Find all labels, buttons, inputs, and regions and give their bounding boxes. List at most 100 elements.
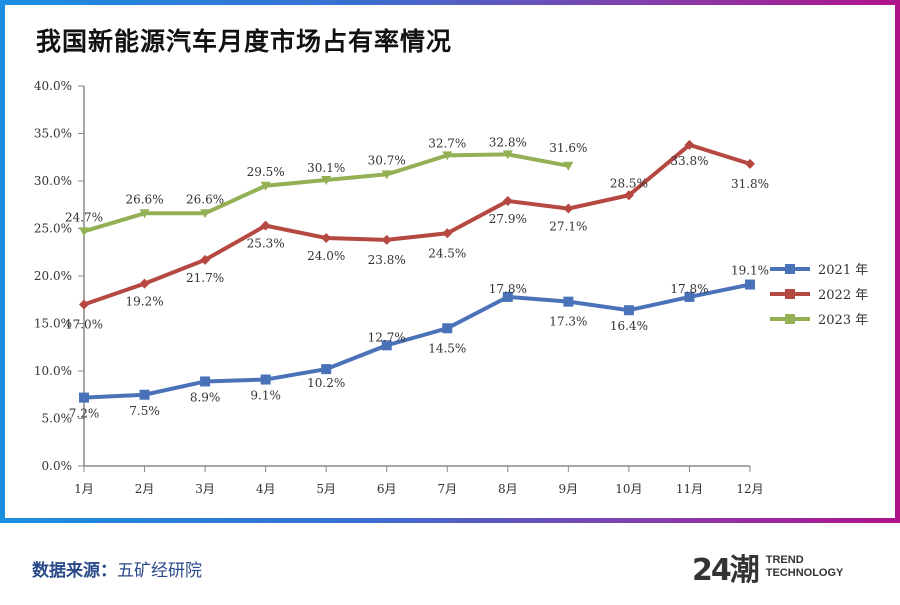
x-tick-label: 2月 bbox=[135, 482, 155, 496]
x-tick-label: 5月 bbox=[316, 482, 336, 496]
x-tick-label: 1月 bbox=[74, 482, 94, 496]
data-label: 31.8% bbox=[731, 177, 769, 191]
y-tick-label: 5.0% bbox=[42, 412, 73, 426]
data-point bbox=[200, 376, 211, 387]
legend-label: 2023 年 bbox=[818, 313, 868, 328]
data-point bbox=[502, 150, 513, 160]
data-label: 24.0% bbox=[307, 249, 345, 263]
x-tick-label: 12月 bbox=[736, 482, 763, 496]
data-label: 16.4% bbox=[610, 319, 648, 333]
legend-label: 2021 年 bbox=[818, 263, 868, 278]
data-label: 29.5% bbox=[247, 165, 285, 179]
data-point bbox=[442, 323, 453, 334]
data-label: 19.2% bbox=[125, 295, 163, 309]
data-point bbox=[381, 340, 392, 351]
data-point bbox=[502, 291, 513, 302]
data-label: 28.5% bbox=[610, 176, 648, 190]
logo-text: TREND TECHNOLOGY bbox=[765, 554, 844, 579]
data-label: 19.1% bbox=[731, 264, 769, 278]
line-chart: 0.0% 5.0% 10.0% 15.0% 20.0% 25.0% 30.0% 35.0% 40… bbox=[34, 79, 868, 496]
series-line-1 bbox=[83, 142, 751, 307]
data-point bbox=[684, 139, 695, 150]
data-label: 32.7% bbox=[428, 136, 466, 150]
series-line-0 bbox=[83, 282, 751, 400]
data-label: 33.8% bbox=[670, 154, 708, 168]
x-tick-label: 10月 bbox=[615, 482, 642, 496]
data-point bbox=[139, 209, 150, 219]
data-label: 9.1% bbox=[250, 389, 281, 403]
y-tick-label: 20.0% bbox=[34, 269, 72, 283]
data-point bbox=[442, 151, 453, 161]
legend-marker bbox=[785, 314, 795, 324]
data-point bbox=[79, 392, 89, 403]
data-point bbox=[745, 158, 755, 169]
data-point bbox=[381, 170, 392, 180]
data-label: 17.8% bbox=[489, 282, 527, 296]
x-tick-label: 6月 bbox=[377, 482, 397, 496]
data-point bbox=[563, 296, 574, 307]
x-tick-label: 7月 bbox=[437, 482, 457, 496]
data-point bbox=[200, 254, 211, 265]
data-label: 17.3% bbox=[549, 315, 587, 329]
data-label: 17.0% bbox=[65, 318, 103, 332]
x-tick-label: 4月 bbox=[256, 482, 276, 496]
source-value: 五矿经研院 bbox=[117, 561, 202, 581]
legend-label: 2022 年 bbox=[818, 288, 868, 303]
data-point bbox=[745, 279, 755, 290]
data-point bbox=[623, 190, 634, 201]
y-tick-label: 40.0% bbox=[34, 79, 72, 93]
data-label: 7.2% bbox=[69, 407, 100, 421]
data-label: 24.5% bbox=[428, 246, 466, 260]
data-label: 14.5% bbox=[428, 341, 466, 355]
data-label: 17.8% bbox=[670, 282, 708, 296]
y-tick-label: 0.0% bbox=[42, 459, 73, 473]
data-label: 10.2% bbox=[307, 376, 345, 390]
data-label: 26.6% bbox=[125, 192, 163, 206]
x-tick-label: 8月 bbox=[498, 482, 518, 496]
data-label: 12.7% bbox=[368, 330, 406, 344]
logo-mark: 24潮 bbox=[692, 553, 760, 588]
data-point bbox=[139, 389, 150, 400]
y-tick-label: 30.0% bbox=[34, 174, 72, 188]
y-tick-label: 10.0% bbox=[34, 364, 72, 378]
data-label: 25.3% bbox=[247, 237, 285, 251]
chart-title: 我国新能源汽车月度市场占有率情况 bbox=[36, 27, 453, 56]
x-tick-label: 3月 bbox=[195, 482, 215, 496]
data-label: 27.9% bbox=[489, 212, 527, 226]
data-label: 27.1% bbox=[549, 220, 587, 234]
y-tick-label: 35.0% bbox=[34, 127, 72, 141]
data-point bbox=[623, 305, 634, 316]
data-point bbox=[321, 233, 332, 243]
data-label: 30.7% bbox=[368, 153, 406, 167]
data-point bbox=[260, 220, 271, 231]
data-point bbox=[139, 278, 150, 289]
logo: 24潮 TREND TECHNOLOGY bbox=[692, 545, 843, 589]
data-label: 23.8% bbox=[368, 253, 406, 267]
data-label: 31.6% bbox=[549, 141, 587, 155]
data-point bbox=[321, 364, 332, 375]
data-point bbox=[563, 203, 574, 214]
data-point bbox=[442, 228, 453, 239]
legend-marker bbox=[785, 264, 795, 274]
legend-marker bbox=[785, 289, 795, 299]
data-label: 24.7% bbox=[65, 210, 103, 224]
x-tick-label: 9月 bbox=[559, 482, 579, 496]
source-label: 数据来源： bbox=[32, 561, 117, 581]
data-point bbox=[684, 291, 695, 302]
data-point bbox=[260, 181, 271, 191]
data-point bbox=[563, 161, 574, 171]
data-point bbox=[502, 195, 513, 206]
data-point bbox=[321, 176, 332, 186]
data-point bbox=[260, 374, 271, 385]
data-label: 21.7% bbox=[186, 271, 224, 285]
source-note: 数据来源：五矿经研院 bbox=[32, 556, 202, 581]
chart-panel bbox=[5, 5, 895, 518]
data-point bbox=[79, 299, 89, 310]
data-point bbox=[200, 209, 211, 219]
data-label: 26.6% bbox=[186, 192, 224, 206]
data-point bbox=[79, 227, 89, 237]
data-label: 8.9% bbox=[190, 390, 221, 404]
data-point bbox=[381, 234, 392, 245]
y-tick-label: 25.0% bbox=[34, 222, 72, 236]
data-label: 32.8% bbox=[489, 135, 527, 149]
